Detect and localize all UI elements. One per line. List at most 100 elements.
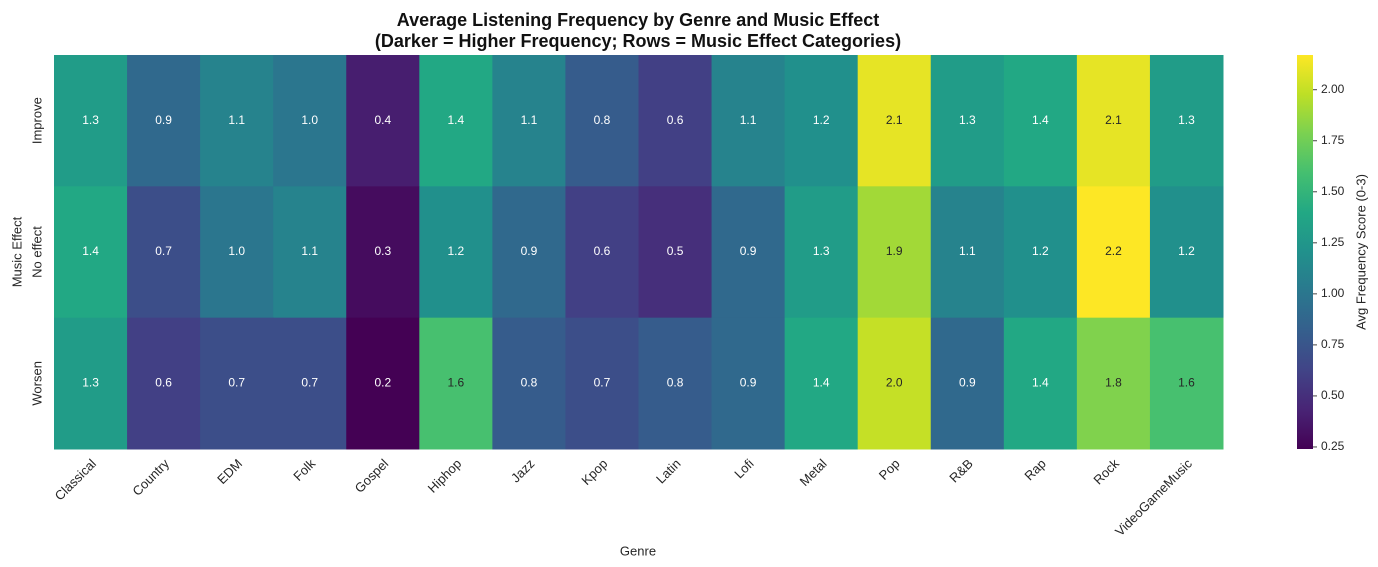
heatmap-cell bbox=[346, 317, 420, 450]
colorbar-tick-label: 1.25 bbox=[1321, 235, 1345, 249]
x-tick-label: Lofi bbox=[731, 456, 757, 482]
cell-label: 0.3 bbox=[374, 244, 391, 258]
heatmap-cell bbox=[784, 55, 859, 187]
cell-label: 0.6 bbox=[594, 244, 611, 258]
cell-label: 1.8 bbox=[1105, 376, 1122, 390]
heatmap-cell bbox=[419, 55, 493, 187]
heatmap-cell bbox=[273, 55, 347, 187]
cell-label: 0.5 bbox=[667, 244, 684, 258]
x-tick-label: EDM bbox=[214, 456, 245, 487]
heatmap-cell bbox=[638, 186, 713, 319]
colorbar-label: Avg Frequency Score (0-3) bbox=[1353, 174, 1368, 330]
colorbar-tick-label: 2.00 bbox=[1321, 82, 1345, 96]
colorbar-tick-label: 0.25 bbox=[1321, 439, 1345, 453]
y-tick-label: Improve bbox=[29, 97, 44, 144]
chart-subtitle: (Darker = Higher Frequency; Rows = Music… bbox=[375, 31, 901, 51]
cell-label: 0.9 bbox=[155, 113, 172, 127]
cell-label: 0.7 bbox=[301, 376, 318, 390]
cell-label: 1.0 bbox=[301, 113, 318, 127]
heatmap-cell bbox=[273, 186, 347, 319]
cell-label: 0.9 bbox=[959, 376, 976, 390]
cell-label: 0.7 bbox=[228, 376, 245, 390]
cell-label: 1.3 bbox=[813, 244, 830, 258]
cell-label: 1.6 bbox=[1178, 376, 1195, 390]
cell-label: 1.3 bbox=[1178, 113, 1195, 127]
x-tick-label: Rock bbox=[1090, 456, 1122, 488]
cell-label: 1.4 bbox=[1032, 376, 1049, 390]
x-tick-label: Hiphop bbox=[425, 456, 465, 496]
x-tick-label: Gospel bbox=[352, 456, 392, 496]
x-tick-label: Country bbox=[129, 456, 172, 499]
heatmap-cell bbox=[1003, 317, 1078, 450]
colorbar bbox=[1297, 55, 1313, 449]
cell-label: 1.4 bbox=[1032, 113, 1049, 127]
heatmap-cell bbox=[711, 55, 786, 187]
cell-label: 0.9 bbox=[740, 244, 757, 258]
cell-label: 0.9 bbox=[740, 376, 757, 390]
heatmap-cell bbox=[419, 186, 493, 319]
heatmap-cell bbox=[346, 55, 420, 187]
cell-label: 2.0 bbox=[886, 376, 903, 390]
heatmap-cell bbox=[54, 186, 128, 319]
cell-label: 1.2 bbox=[1178, 244, 1195, 258]
heatmap-cell bbox=[273, 317, 347, 450]
cell-label: 1.9 bbox=[886, 244, 903, 258]
cell-label: 1.2 bbox=[448, 244, 465, 258]
cell-label: 0.8 bbox=[521, 376, 538, 390]
x-tick-label: Folk bbox=[290, 456, 318, 484]
heatmap-cell bbox=[127, 186, 201, 319]
heatmap-cell bbox=[200, 186, 274, 319]
cell-label: 0.4 bbox=[374, 113, 391, 127]
heatmap-cell bbox=[200, 55, 274, 187]
heatmap-cell bbox=[711, 186, 786, 319]
heatmap-cell bbox=[54, 317, 128, 450]
heatmap-cell bbox=[1149, 186, 1224, 319]
heatmap-cell bbox=[930, 55, 1005, 187]
heatmap-cell bbox=[492, 186, 566, 319]
heatmap-cell bbox=[419, 317, 493, 450]
heatmap-cell bbox=[565, 186, 639, 319]
cell-label: 0.7 bbox=[155, 244, 172, 258]
x-tick-label: VideoGameMusic bbox=[1112, 456, 1195, 539]
cell-label: 1.3 bbox=[959, 113, 976, 127]
x-tick-label: R&B bbox=[946, 456, 976, 486]
heatmap-cell bbox=[54, 55, 128, 187]
heatmap-cell bbox=[1076, 186, 1151, 319]
cell-label: 1.4 bbox=[82, 244, 99, 258]
cell-label: 1.6 bbox=[448, 376, 465, 390]
heatmap-cell bbox=[711, 317, 786, 450]
cell-label: 1.0 bbox=[228, 244, 245, 258]
cell-label: 1.3 bbox=[82, 113, 99, 127]
cell-label: 1.4 bbox=[813, 376, 830, 390]
cell-label: 1.2 bbox=[813, 113, 830, 127]
y-axis-label: Music Effect bbox=[9, 216, 24, 287]
chart-title: Average Listening Frequency by Genre and… bbox=[397, 10, 879, 30]
heatmap-cell bbox=[930, 186, 1005, 319]
cell-label: 2.2 bbox=[1105, 244, 1122, 258]
heatmap-cell bbox=[1076, 55, 1151, 187]
cell-label: 0.8 bbox=[667, 376, 684, 390]
heatmap-cell bbox=[1003, 186, 1078, 319]
cell-label: 1.1 bbox=[228, 113, 245, 127]
cell-label: 0.6 bbox=[667, 113, 684, 127]
heatmap-cell bbox=[492, 317, 566, 450]
cell-label: 1.1 bbox=[959, 244, 976, 258]
heatmap-cell bbox=[565, 317, 639, 450]
heatmap-cell bbox=[638, 317, 713, 450]
cell-label: 0.8 bbox=[594, 113, 611, 127]
x-tick-label: Jazz bbox=[508, 456, 538, 486]
x-tick-label: Kpop bbox=[578, 456, 610, 488]
x-tick-label: Latin bbox=[653, 456, 684, 487]
x-tick-label: Metal bbox=[797, 456, 830, 489]
colorbar-tick-label: 0.75 bbox=[1321, 337, 1345, 351]
heatmap-cell bbox=[127, 55, 201, 187]
x-tick-label: Classical bbox=[52, 456, 99, 503]
cell-label: 1.4 bbox=[448, 113, 465, 127]
heatmap-cell bbox=[1003, 55, 1078, 187]
cell-label: 2.1 bbox=[1105, 113, 1122, 127]
heatmap-cell bbox=[857, 55, 932, 187]
y-tick-label: Worsen bbox=[29, 361, 44, 406]
cell-label: 0.2 bbox=[374, 376, 391, 390]
colorbar-tick-label: 1.00 bbox=[1321, 286, 1345, 300]
